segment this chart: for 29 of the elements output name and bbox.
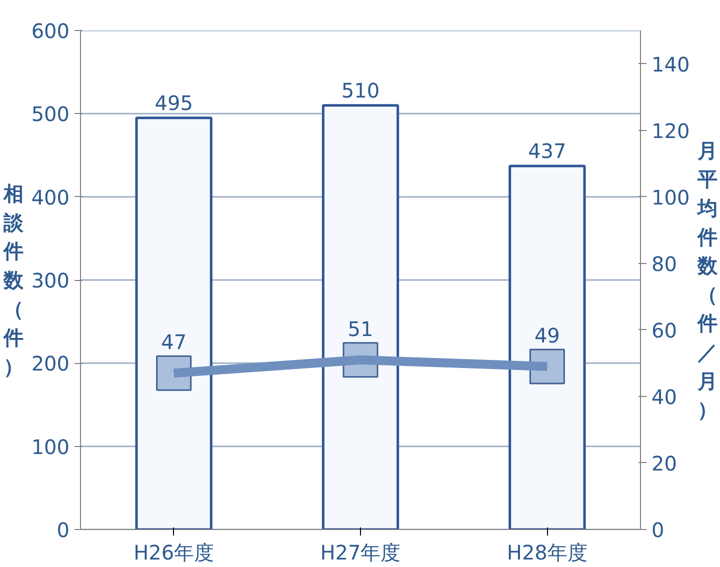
data-label: 51	[348, 316, 374, 341]
data-label: 47	[161, 330, 187, 354]
y2-tick-label: 0	[652, 518, 664, 542]
y-tick-label: 500	[31, 102, 70, 126]
y2-tick-label: 100	[652, 185, 690, 210]
y-tick-label: 300	[31, 268, 70, 292]
x-tick-label: H27年度	[320, 540, 401, 564]
text: 月平均件数（件／月）	[698, 138, 718, 422]
y2-tick-label: 40	[652, 384, 677, 409]
y2-tick-label: 120	[652, 118, 690, 143]
y2-tick-label: 60	[652, 318, 677, 342]
x-tick-label: H28年度	[506, 540, 588, 564]
data-label: 437	[528, 139, 566, 164]
bar	[135, 116, 212, 530]
y2-tick-label: 20	[652, 451, 677, 476]
data-label: 49	[534, 323, 560, 348]
y-tick-label: 400	[31, 185, 70, 210]
y-tick-label: 600	[31, 19, 70, 43]
y-axis-title: 相談件数（件）	[2, 182, 24, 378]
y-tick-label: 200	[31, 352, 70, 376]
bar	[508, 164, 586, 530]
data-label: 510	[341, 78, 380, 102]
x-tick-label: H26年度	[134, 540, 214, 564]
bar	[322, 104, 400, 530]
y2-tick-label: 140	[652, 52, 690, 76]
y-tick-label: 100	[31, 434, 70, 459]
y-tick-label: 0	[56, 518, 70, 542]
data-label: 495	[154, 90, 193, 115]
y2-tick-label: 80	[652, 252, 677, 276]
